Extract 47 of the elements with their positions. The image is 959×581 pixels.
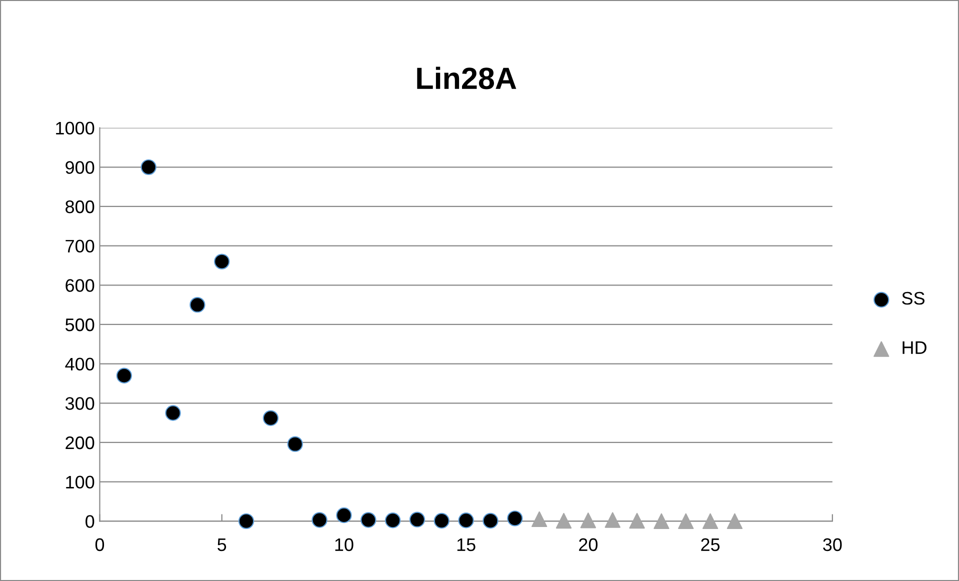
point: [434, 512, 450, 529]
point: [116, 368, 132, 384]
point: [190, 296, 206, 313]
y-tick-label: 600: [66, 279, 94, 292]
x-tick-label: 5: [218, 538, 226, 552]
y-tick-label: 800: [66, 200, 94, 214]
x-tick-label: 0: [95, 538, 104, 552]
legend-label: SS: [902, 292, 924, 305]
point: [140, 159, 156, 175]
x-tick-label: 15: [457, 538, 476, 552]
point: [238, 513, 254, 529]
y-tick-label: 300: [65, 397, 94, 410]
point: [287, 436, 303, 452]
y-tick-label: 700: [66, 240, 94, 253]
point: [654, 513, 670, 529]
y-tick-label: 900: [66, 161, 94, 174]
point: [262, 410, 279, 426]
y-tick-label: 200: [66, 436, 94, 450]
x-tick-label: 10: [335, 538, 354, 552]
point: [678, 513, 694, 529]
point: [165, 405, 181, 421]
point: [532, 511, 548, 528]
y-tick-label: 100: [66, 476, 94, 489]
x-tick-label: 20: [579, 538, 598, 552]
y-tick-label: 0: [86, 515, 94, 528]
point: [360, 512, 376, 528]
point: [507, 510, 523, 526]
point: [702, 513, 718, 529]
point: [384, 512, 401, 528]
x-tick-label: 30: [823, 538, 842, 552]
y-tick-label: 1000: [56, 122, 94, 135]
chart-title: Lin28A: [417, 66, 516, 90]
point: [336, 507, 352, 524]
point: [409, 512, 426, 528]
y-tick-label: 400: [65, 358, 94, 371]
y-tick-label: 500: [65, 318, 94, 332]
point: [214, 254, 230, 270]
point: [458, 512, 474, 528]
point: [482, 512, 498, 529]
point: [312, 512, 328, 528]
point: [604, 512, 620, 528]
x-tick-label: 25: [701, 538, 720, 552]
legend-label: HD: [902, 341, 926, 354]
point: [556, 512, 572, 529]
point: [580, 512, 596, 528]
point: [726, 513, 743, 529]
point: [629, 512, 645, 529]
